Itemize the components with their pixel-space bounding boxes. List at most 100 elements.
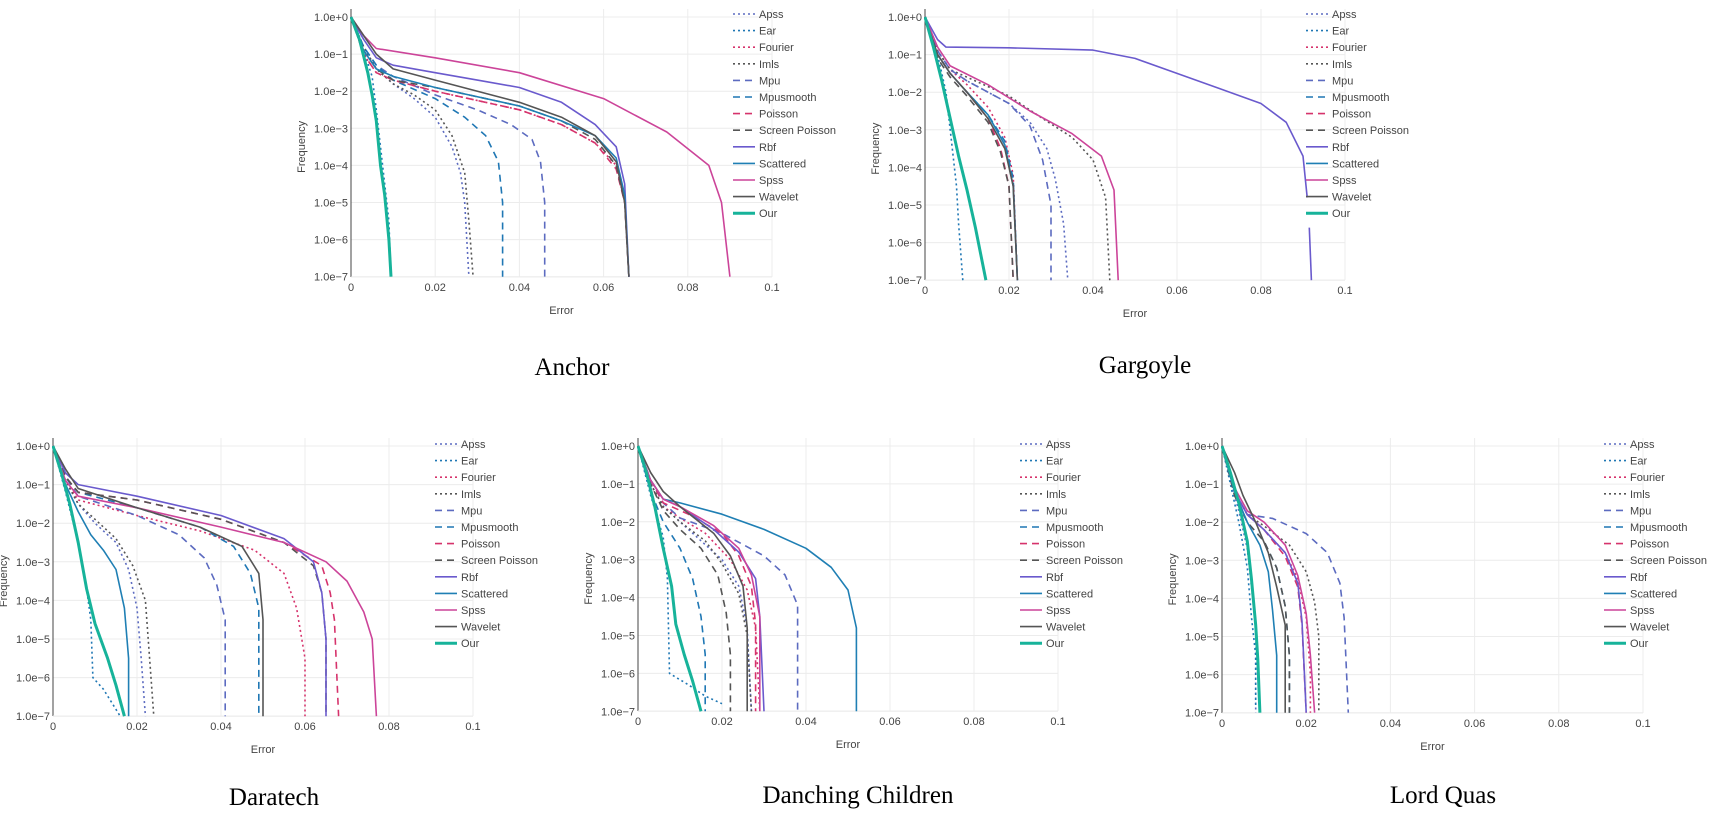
series-line-ear <box>637 445 723 705</box>
legend-item-imls[interactable]: Imls <box>1604 489 1651 501</box>
legend-item-mpu[interactable]: Mpu <box>1604 505 1651 517</box>
legend-item-poisson[interactable]: Poisson <box>1020 539 1085 551</box>
legend-item-scattered[interactable]: Scattered <box>1306 158 1379 170</box>
legend-item-mpusmooth[interactable]: Mpusmooth <box>733 92 816 104</box>
legend-item-scattered[interactable]: Scattered <box>1020 588 1093 600</box>
legend-item-apss[interactable]: Apss <box>733 9 784 21</box>
legend-label: Mpusmooth <box>1046 522 1103 534</box>
legend-label: Apss <box>759 9 784 21</box>
legend-item-our[interactable]: Our <box>1604 638 1649 650</box>
x-tick-label: 0.04 <box>509 282 530 294</box>
legend-item-poisson[interactable]: Poisson <box>733 109 798 121</box>
legend-item-fourier[interactable]: Fourier <box>1306 42 1367 54</box>
legend-item-fourier[interactable]: Fourier <box>1020 472 1081 484</box>
y-tick-label: 1.0e+0 <box>314 12 348 24</box>
legend-item-mpusmooth[interactable]: Mpusmooth <box>1306 92 1389 104</box>
legend-item-wavelet[interactable]: Wavelet <box>733 192 798 204</box>
legend-item-screen-poisson[interactable]: Screen Poisson <box>435 555 538 567</box>
legend-item-poisson[interactable]: Poisson <box>435 539 500 551</box>
legend-label: Apss <box>1630 439 1655 451</box>
legend-item-spss[interactable]: Spss <box>1020 605 1071 617</box>
legend-item-rbf[interactable]: Rbf <box>435 572 479 584</box>
legend-label: Fourier <box>461 472 496 484</box>
y-tick-label: 1.0e−7 <box>601 706 635 718</box>
legend-label: Rbf <box>1630 572 1648 584</box>
series-line-apss <box>637 445 753 712</box>
legend-item-our[interactable]: Our <box>435 638 480 650</box>
legend-item-scattered[interactable]: Scattered <box>435 588 508 600</box>
legend-item-poisson[interactable]: Poisson <box>1306 109 1371 121</box>
legend-label: Scattered <box>1630 588 1677 600</box>
legend-item-mpusmooth[interactable]: Mpusmooth <box>1020 522 1103 534</box>
legend-item-poisson[interactable]: Poisson <box>1604 539 1669 551</box>
legend-item-scattered[interactable]: Scattered <box>1604 588 1677 600</box>
legend-item-spss[interactable]: Spss <box>1604 605 1655 617</box>
legend-item-screen-poisson[interactable]: Screen Poisson <box>1604 555 1707 567</box>
legend-item-our[interactable]: Our <box>733 208 778 220</box>
legend-item-apss[interactable]: Apss <box>435 439 486 451</box>
legend-item-screen-poisson[interactable]: Screen Poisson <box>733 125 836 137</box>
legend-label: Mpu <box>1332 75 1353 87</box>
legend-label: Screen Poisson <box>1630 555 1707 567</box>
legend-item-mpu[interactable]: Mpu <box>1020 505 1067 517</box>
legend-item-spss[interactable]: Spss <box>1306 175 1357 187</box>
legend-item-imls[interactable]: Imls <box>733 59 780 71</box>
legend-item-wavelet[interactable]: Wavelet <box>1306 192 1371 204</box>
legend-item-ear[interactable]: Ear <box>1306 26 1349 38</box>
legend-item-ear[interactable]: Ear <box>733 26 776 38</box>
y-tick-label: 1.0e−5 <box>1185 632 1219 644</box>
legend-label: Spss <box>759 175 784 187</box>
legend-label: Mpusmooth <box>461 522 518 534</box>
legend-item-mpu[interactable]: Mpu <box>1306 75 1353 87</box>
legend-item-fourier[interactable]: Fourier <box>733 42 794 54</box>
legend-item-wavelet[interactable]: Wavelet <box>435 622 500 634</box>
series-line-rbf-lower-segment <box>1308 227 1313 281</box>
legend-item-spss[interactable]: Spss <box>435 605 486 617</box>
legend-item-apss[interactable]: Apss <box>1306 9 1357 21</box>
legend-item-our[interactable]: Our <box>1020 638 1065 650</box>
series-line-our <box>350 16 393 277</box>
series-line-scattered <box>52 445 130 717</box>
legend-item-rbf[interactable]: Rbf <box>1020 572 1064 584</box>
legend-item-mpu[interactable]: Mpu <box>733 75 780 87</box>
panel-title: Danching Children <box>763 782 954 809</box>
legend-item-fourier[interactable]: Fourier <box>1604 472 1665 484</box>
legend-item-scattered[interactable]: Scattered <box>733 158 806 170</box>
legend-item-mpu[interactable]: Mpu <box>435 505 482 517</box>
legend-item-ear[interactable]: Ear <box>435 456 478 468</box>
legend-item-screen-poisson[interactable]: Screen Poisson <box>1306 125 1409 137</box>
legend-label: Our <box>1332 208 1351 220</box>
series-line-wavelet <box>637 445 748 712</box>
series-line-our <box>1221 445 1262 713</box>
series-line-apss <box>350 16 470 277</box>
legend-item-fourier[interactable]: Fourier <box>435 472 496 484</box>
legend-item-mpusmooth[interactable]: Mpusmooth <box>1604 522 1687 534</box>
legend-item-mpusmooth[interactable]: Mpusmooth <box>435 522 518 534</box>
legend-item-apss[interactable]: Apss <box>1604 439 1655 451</box>
legend-item-imls[interactable]: Imls <box>1020 489 1067 501</box>
panel-title: Anchor <box>535 354 611 381</box>
legend-item-imls[interactable]: Imls <box>435 489 482 501</box>
legend-item-imls[interactable]: Imls <box>1306 59 1353 71</box>
x-tick-label: 0.06 <box>879 716 900 728</box>
legend-item-wavelet[interactable]: Wavelet <box>1020 622 1085 634</box>
y-tick-label: 1.0e−2 <box>16 518 50 530</box>
series-line-fourier <box>350 16 630 277</box>
legend: Apss Ear Fourier Imls Mpu Mpusmooth Poisson Scr… <box>733 9 836 220</box>
legend-item-rbf[interactable]: Rbf <box>1306 142 1350 154</box>
legend-item-ear[interactable]: Ear <box>1604 456 1647 468</box>
legend-item-ear[interactable]: Ear <box>1020 456 1063 468</box>
y-tick-label: 1.0e−3 <box>1185 555 1219 567</box>
series-group <box>52 445 378 717</box>
legend-item-rbf[interactable]: Rbf <box>1604 572 1648 584</box>
y-tick-label: 1.0e−6 <box>888 238 922 250</box>
legend-item-spss[interactable]: Spss <box>733 175 784 187</box>
panel-title: Lord Quas <box>1390 782 1496 809</box>
legend-item-our[interactable]: Our <box>1306 208 1351 220</box>
legend-label: Our <box>461 638 480 650</box>
y-tick-label: 1.0e+0 <box>1185 441 1219 453</box>
legend-item-apss[interactable]: Apss <box>1020 439 1071 451</box>
legend-item-wavelet[interactable]: Wavelet <box>1604 622 1669 634</box>
legend-item-screen-poisson[interactable]: Screen Poisson <box>1020 555 1123 567</box>
legend-item-rbf[interactable]: Rbf <box>733 142 777 154</box>
